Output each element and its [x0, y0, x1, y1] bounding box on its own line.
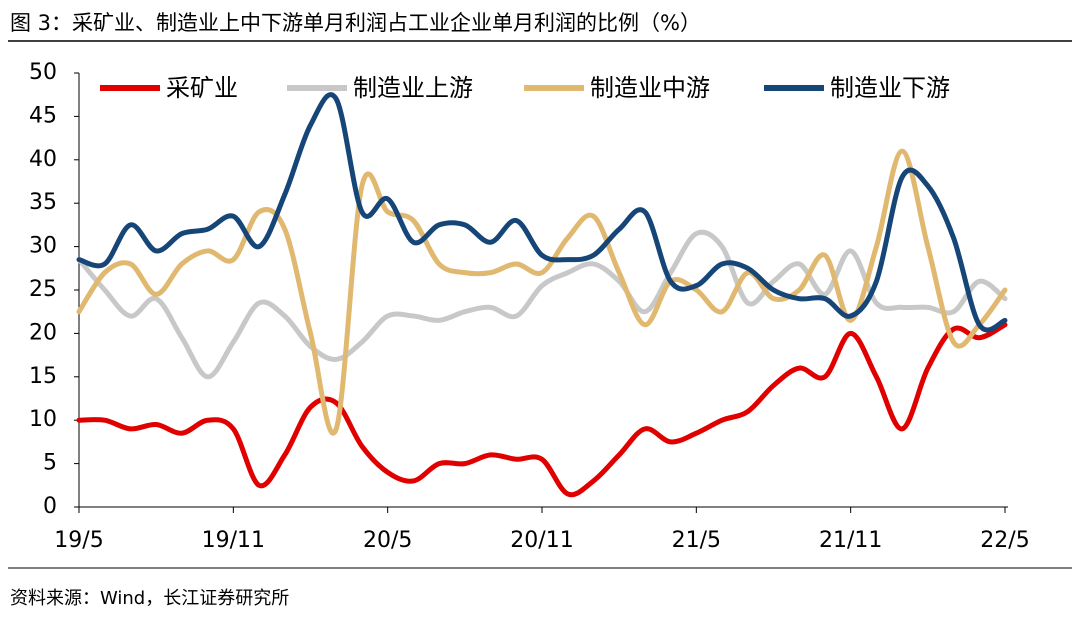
x-tick-label: 21/11	[819, 528, 882, 553]
x-tick-label: 19/11	[202, 528, 265, 553]
y-tick-label: 40	[29, 147, 57, 172]
x-tick-label: 22/5	[980, 528, 1029, 553]
y-tick-label: 20	[29, 320, 57, 345]
source-note: 资料来源：Wind，长江证券研究所	[10, 588, 289, 609]
y-tick-label: 45	[29, 103, 57, 128]
x-tick-label: 21/5	[672, 528, 721, 553]
y-tick-label: 0	[43, 494, 57, 519]
y-tick-label: 30	[29, 234, 57, 259]
y-tick-label: 50	[29, 60, 57, 85]
legend-label: 采矿业	[166, 74, 238, 102]
chart-title: 图 3：采矿业、制造业上中下游单月利润占工业企业单月利润的比例（%）	[10, 11, 701, 35]
series-line	[76, 229, 1008, 380]
series-line	[76, 322, 1008, 498]
legend-label: 制造业下游	[830, 74, 950, 102]
y-tick-label: 25	[29, 277, 57, 302]
x-tick-label: 20/11	[510, 528, 573, 553]
x-tick-label: 20/5	[363, 528, 412, 553]
legend-label: 制造业上游	[353, 74, 473, 102]
series-line	[76, 92, 1008, 333]
legend-label: 制造业中游	[590, 74, 710, 102]
x-tick-label: 19/5	[54, 528, 103, 553]
y-tick-label: 10	[29, 407, 57, 432]
y-tick-label: 35	[29, 190, 57, 215]
y-tick-label: 15	[29, 364, 57, 389]
series-line	[76, 148, 1008, 436]
y-tick-label: 5	[43, 451, 57, 476]
